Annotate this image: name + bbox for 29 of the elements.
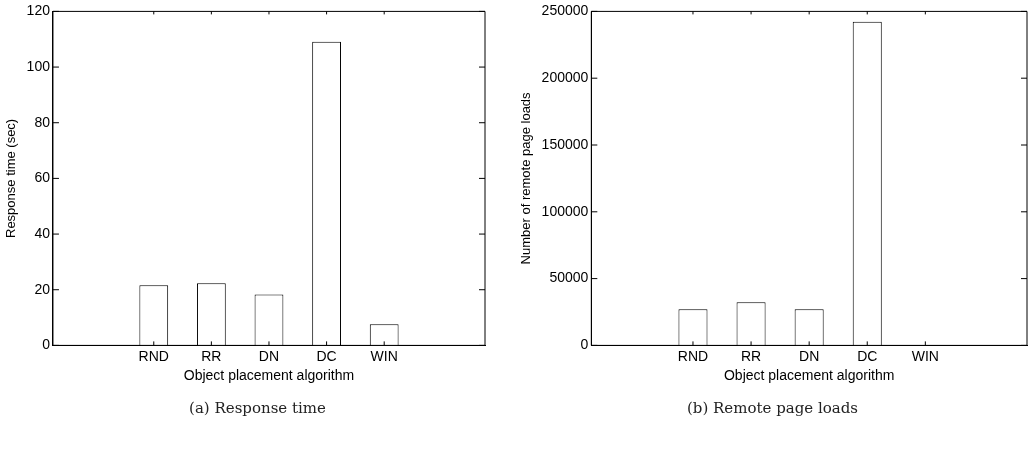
x-tick-label: WIN [911,347,939,364]
x-tick-label: DN [258,347,280,364]
y-tick-label: 0 [42,336,51,353]
x-tick-label: WIN [370,347,398,364]
y-tick-label: 150000 [541,135,589,152]
x-axis-title: Object placement algorithm [723,367,895,384]
y-tick-label: 200000 [541,69,589,86]
y-tick-label: 50000 [549,269,589,286]
x-axis-title: Object placement algorithm [183,367,355,384]
y-tick-label: 60 [34,169,51,186]
text: (b) Remote page loads [685,399,859,417]
y-axis-title: Response time (sec) [3,118,19,239]
y-tick-label: 0 [580,336,589,353]
x-tick-label: RND [138,347,169,364]
y-tick-label: 80 [34,113,51,130]
x-tick-label: DC [316,347,337,364]
text: (a) Response time [188,399,327,417]
y-tick-label: 250000 [541,2,589,19]
x-tick-label: DN [799,347,820,364]
x-tick-label: DC [857,347,878,364]
y-tick-label: 20 [34,280,51,297]
x-tick-label: RR [201,347,222,364]
y-tick-label: 120 [26,2,51,19]
y-tick-label: 40 [34,224,51,241]
y-tick-label: 100 [26,57,51,74]
y-tick-label: 100000 [541,202,589,219]
x-tick-label: RND [677,347,709,364]
y-axis-title: Number of remote page loads [518,91,534,265]
x-tick-label: RR [740,347,762,364]
